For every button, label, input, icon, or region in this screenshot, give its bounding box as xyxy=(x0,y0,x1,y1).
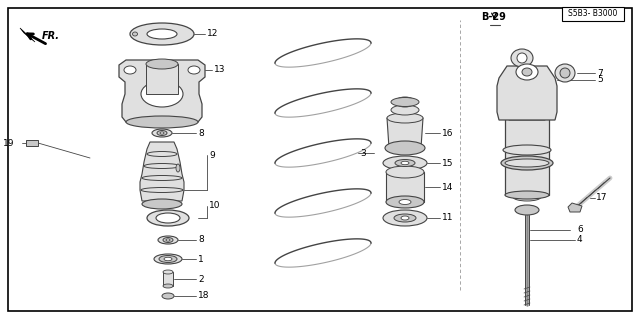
Text: 11: 11 xyxy=(442,213,454,222)
Text: B-29: B-29 xyxy=(481,12,506,22)
Polygon shape xyxy=(505,90,549,120)
Ellipse shape xyxy=(399,199,411,204)
Ellipse shape xyxy=(147,210,189,226)
Ellipse shape xyxy=(163,238,173,242)
Ellipse shape xyxy=(157,130,167,136)
Ellipse shape xyxy=(515,205,539,215)
Polygon shape xyxy=(497,66,557,120)
Polygon shape xyxy=(20,28,35,42)
Ellipse shape xyxy=(158,236,178,244)
Ellipse shape xyxy=(164,257,172,261)
Ellipse shape xyxy=(141,188,183,192)
Text: 18: 18 xyxy=(198,292,209,300)
Ellipse shape xyxy=(555,64,575,82)
Text: 12: 12 xyxy=(207,29,218,39)
Text: 8: 8 xyxy=(198,235,204,244)
Ellipse shape xyxy=(394,214,416,222)
Text: S5B3- B3000: S5B3- B3000 xyxy=(568,9,618,18)
Ellipse shape xyxy=(124,66,136,74)
Polygon shape xyxy=(146,64,178,94)
Ellipse shape xyxy=(517,53,527,63)
Ellipse shape xyxy=(387,113,423,123)
Ellipse shape xyxy=(176,164,180,172)
Ellipse shape xyxy=(383,210,427,226)
Text: 2: 2 xyxy=(198,275,204,284)
Polygon shape xyxy=(119,60,205,122)
Ellipse shape xyxy=(560,68,570,78)
Ellipse shape xyxy=(522,68,532,76)
Ellipse shape xyxy=(154,254,182,264)
Ellipse shape xyxy=(188,66,200,74)
Ellipse shape xyxy=(132,32,138,36)
Ellipse shape xyxy=(501,156,553,170)
Text: 1: 1 xyxy=(198,255,204,263)
Ellipse shape xyxy=(160,132,164,134)
Text: 15: 15 xyxy=(442,159,454,167)
Ellipse shape xyxy=(147,152,177,157)
Ellipse shape xyxy=(386,166,424,178)
Text: 17: 17 xyxy=(596,194,607,203)
Text: 3: 3 xyxy=(360,149,365,158)
Polygon shape xyxy=(505,90,549,195)
Ellipse shape xyxy=(147,29,177,39)
Text: 16: 16 xyxy=(442,129,454,137)
Ellipse shape xyxy=(391,98,419,107)
Ellipse shape xyxy=(401,161,409,165)
Polygon shape xyxy=(26,140,38,146)
Polygon shape xyxy=(140,142,184,201)
Ellipse shape xyxy=(503,145,551,155)
Text: 13: 13 xyxy=(214,65,225,75)
Polygon shape xyxy=(163,272,173,286)
Text: 4: 4 xyxy=(577,235,582,244)
Text: 10: 10 xyxy=(209,202,221,211)
Ellipse shape xyxy=(144,164,180,168)
Ellipse shape xyxy=(156,213,180,223)
Text: 6: 6 xyxy=(577,226,583,234)
Polygon shape xyxy=(387,118,423,148)
Ellipse shape xyxy=(163,270,173,274)
Ellipse shape xyxy=(513,193,541,201)
Text: 8: 8 xyxy=(198,129,204,137)
Text: FR.: FR. xyxy=(42,31,60,41)
Polygon shape xyxy=(568,203,582,212)
Text: 9: 9 xyxy=(209,151,215,160)
Ellipse shape xyxy=(391,105,419,115)
Ellipse shape xyxy=(162,293,174,299)
Ellipse shape xyxy=(166,239,170,241)
Ellipse shape xyxy=(511,49,533,67)
Text: 14: 14 xyxy=(442,182,453,191)
Ellipse shape xyxy=(159,256,177,263)
Ellipse shape xyxy=(130,23,194,45)
Ellipse shape xyxy=(395,160,415,167)
Ellipse shape xyxy=(163,284,173,288)
Text: 7: 7 xyxy=(597,69,603,78)
Ellipse shape xyxy=(142,175,182,181)
Ellipse shape xyxy=(141,81,183,107)
Ellipse shape xyxy=(505,191,549,199)
Text: 19: 19 xyxy=(3,138,14,147)
Ellipse shape xyxy=(395,97,415,107)
Ellipse shape xyxy=(401,216,409,220)
Ellipse shape xyxy=(383,156,427,170)
Ellipse shape xyxy=(385,141,425,155)
Ellipse shape xyxy=(126,116,198,128)
Ellipse shape xyxy=(516,64,538,80)
Bar xyxy=(562,7,624,21)
Ellipse shape xyxy=(386,196,424,208)
Ellipse shape xyxy=(146,59,178,69)
Text: 5: 5 xyxy=(597,76,603,85)
Ellipse shape xyxy=(505,159,549,167)
Ellipse shape xyxy=(142,199,182,209)
Ellipse shape xyxy=(152,129,172,137)
Polygon shape xyxy=(386,172,424,202)
